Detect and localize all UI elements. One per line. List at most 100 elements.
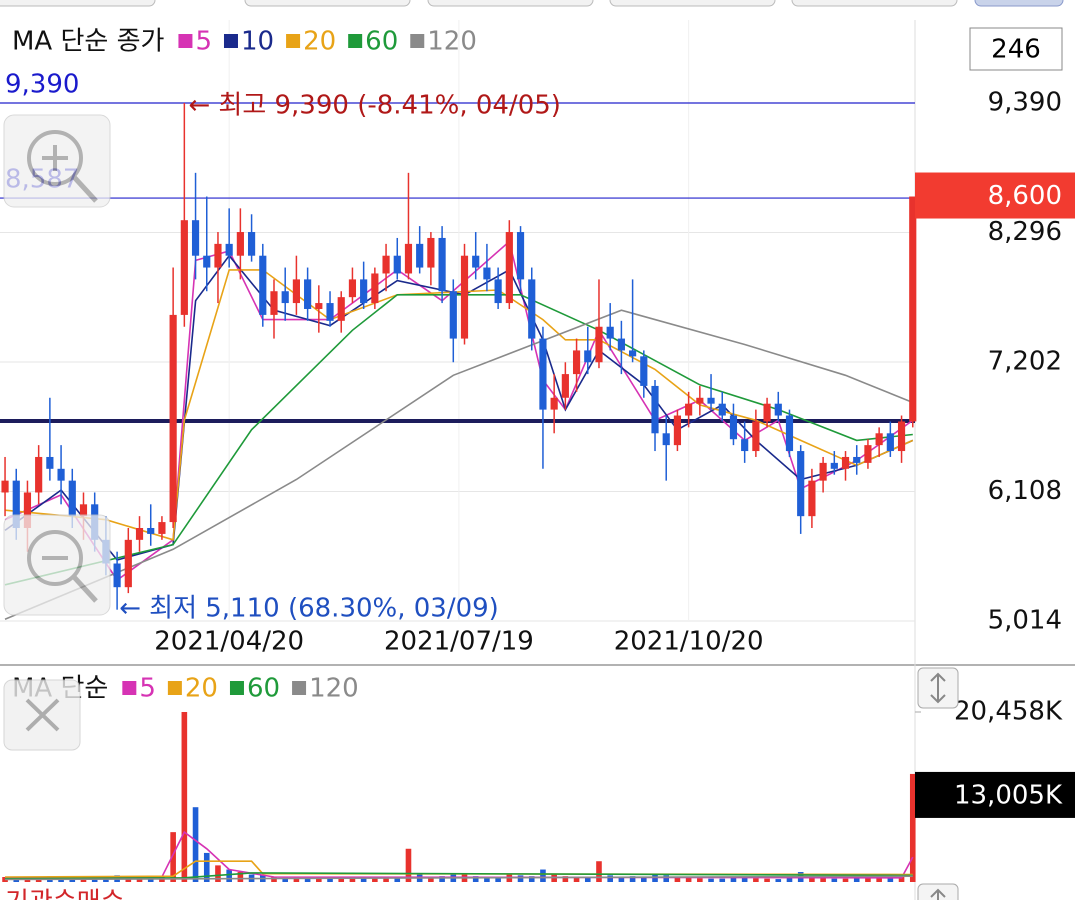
volume-bar bbox=[226, 869, 232, 882]
candle-body bbox=[819, 462, 827, 481]
volume-bar bbox=[809, 876, 815, 882]
volume-bar bbox=[271, 877, 277, 882]
candle-body bbox=[718, 403, 726, 416]
volume-bar bbox=[293, 877, 300, 882]
volume-bar bbox=[853, 878, 860, 882]
volume-bar bbox=[887, 878, 894, 882]
candle-body bbox=[572, 350, 581, 375]
candle-body bbox=[864, 445, 872, 463]
candle-body bbox=[135, 527, 144, 540]
close-button[interactable] bbox=[3, 679, 81, 751]
candle-body bbox=[505, 232, 513, 304]
volume-bar bbox=[741, 877, 748, 882]
candle-body bbox=[483, 267, 491, 280]
candle-body bbox=[236, 232, 244, 256]
volume-bar bbox=[170, 832, 176, 882]
volume-bar bbox=[730, 877, 737, 882]
candle-body bbox=[797, 451, 805, 517]
volume-bar bbox=[775, 879, 782, 882]
candle-body bbox=[1, 480, 9, 493]
candle-body bbox=[326, 303, 334, 321]
candle-body bbox=[404, 243, 413, 274]
volume-bar bbox=[562, 876, 569, 882]
x-tick-label: 2021/10/20 bbox=[614, 627, 764, 657]
x-tick-label: 2021/04/20 bbox=[154, 627, 304, 657]
volume-bar bbox=[820, 877, 826, 882]
volume-bar bbox=[349, 877, 356, 882]
current-volume-label: 13,005K bbox=[954, 780, 1063, 810]
candle-body bbox=[23, 492, 32, 528]
moving-average-line bbox=[4, 309, 914, 620]
legend-label: 20 bbox=[303, 27, 336, 57]
volume-bar bbox=[663, 875, 670, 882]
volume-bar bbox=[607, 875, 613, 882]
tab[interactable] bbox=[791, 0, 958, 7]
current-price-label: 8,600 bbox=[988, 181, 1062, 211]
volume-bar bbox=[708, 878, 714, 882]
legend-label: 120 bbox=[309, 674, 359, 704]
candle-body bbox=[640, 356, 648, 386]
candle-body bbox=[685, 403, 693, 416]
candle-body bbox=[752, 421, 760, 452]
volume-bar bbox=[629, 876, 636, 882]
tab[interactable] bbox=[244, 0, 411, 7]
candle-body bbox=[841, 456, 850, 469]
current-volume-box bbox=[915, 771, 1075, 818]
candle-body bbox=[561, 374, 569, 398]
y-tick-label: 5,014 bbox=[988, 606, 1062, 636]
candle-body bbox=[158, 522, 166, 534]
tab[interactable] bbox=[974, 0, 1064, 7]
candle-body bbox=[113, 563, 121, 588]
magnifier bbox=[27, 130, 83, 186]
legend-swatch bbox=[292, 681, 307, 695]
candle-body bbox=[315, 303, 323, 309]
volume-bar bbox=[719, 878, 726, 882]
volume-bar bbox=[517, 875, 524, 882]
candle-body bbox=[808, 480, 816, 517]
volume-bar bbox=[360, 877, 367, 882]
volume-bar bbox=[528, 876, 535, 882]
candle-body bbox=[617, 338, 625, 351]
volume-bar bbox=[80, 879, 87, 882]
volume-bar bbox=[898, 877, 905, 882]
zoom-out-button[interactable] bbox=[3, 514, 111, 616]
legend-swatch bbox=[167, 681, 182, 695]
count-box bbox=[969, 27, 1063, 71]
volume-bar bbox=[316, 878, 322, 882]
zoom-in-button[interactable] bbox=[3, 114, 111, 208]
y-tick-label: 9,390 bbox=[988, 87, 1062, 117]
y-tick-label: 20,458K bbox=[954, 696, 1063, 726]
magnifier-handle bbox=[72, 575, 98, 603]
candle-body bbox=[35, 456, 43, 493]
candle-body bbox=[247, 232, 256, 256]
legend-swatch bbox=[122, 681, 137, 695]
candle-body bbox=[528, 279, 536, 339]
volume-bar bbox=[842, 878, 849, 882]
moving-average-line bbox=[4, 872, 913, 880]
volume-bar bbox=[484, 877, 490, 882]
candle-body bbox=[662, 433, 670, 446]
candle-body bbox=[214, 243, 222, 268]
candle-body bbox=[595, 326, 603, 363]
candle-body bbox=[57, 468, 65, 481]
volume-bar bbox=[674, 877, 681, 882]
tab[interactable] bbox=[427, 0, 594, 7]
tab[interactable] bbox=[0, 0, 156, 7]
legend-label: 20 bbox=[185, 674, 218, 704]
candle-body bbox=[696, 397, 704, 404]
volume-bar bbox=[372, 878, 378, 882]
volume-bar bbox=[753, 878, 759, 882]
arrow-icon bbox=[930, 672, 946, 704]
candle-body bbox=[79, 504, 88, 517]
candle-body bbox=[606, 326, 614, 339]
candle-body bbox=[12, 480, 20, 528]
candle-body bbox=[371, 273, 379, 304]
resize-button[interactable] bbox=[917, 667, 959, 900]
tab[interactable] bbox=[609, 0, 776, 7]
candle-body bbox=[651, 385, 659, 434]
volume-bar bbox=[304, 878, 311, 882]
moving-average-line bbox=[4, 875, 913, 881]
low-note: ← 최저 5,110 (68.30%, 03/09) bbox=[119, 594, 499, 624]
candle-body bbox=[124, 539, 132, 588]
candle-body bbox=[203, 255, 211, 268]
